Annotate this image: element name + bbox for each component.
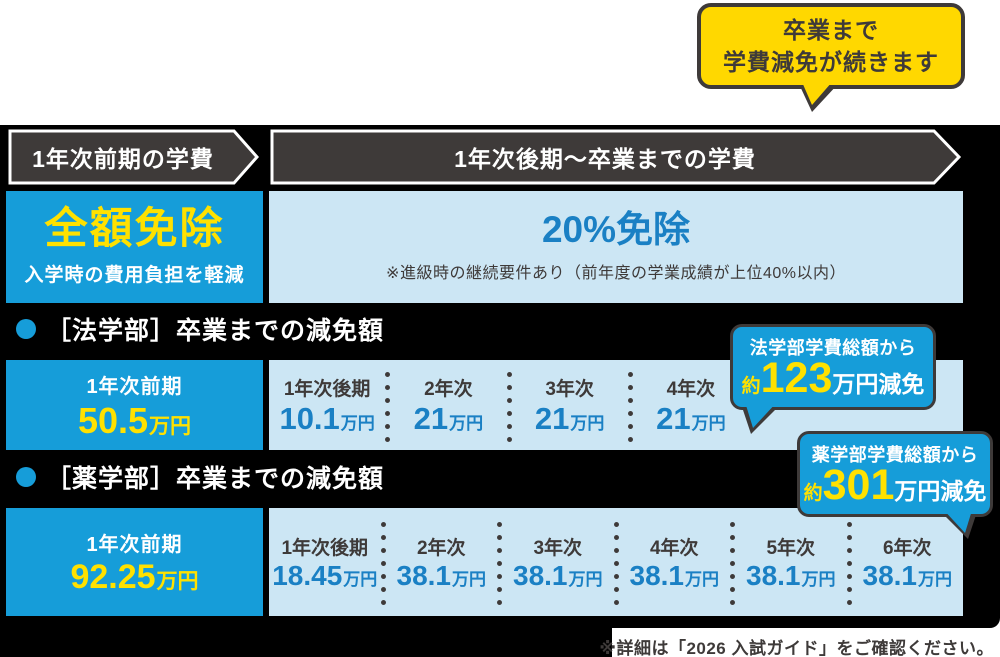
pharm-main-unit: 万円 (156, 569, 199, 593)
law-main-amount: 50.5 (77, 399, 149, 441)
header-arrow-right-label: 1年次後期〜卒業までの学費 (454, 146, 756, 172)
fee-column-label: 6年次 (882, 537, 932, 559)
dotted-separator (497, 517, 502, 607)
pharm-total-reduction-badge: 薬学部学費総額から 約 301 万円減免 (797, 431, 993, 517)
top-callout-line1: 卒業まで (783, 16, 879, 43)
law-columns: 1年次後期 10.1 万円 2年次 21 万円 3年次 21 万円 4年次 21 万円 (269, 360, 749, 450)
law-total-reduction-badge: 法学部学費総額から 約 123 万円減免 (730, 324, 936, 410)
fee-column-value: 10.1 万円 (279, 400, 375, 436)
dotted-separator (613, 517, 619, 607)
full-exemption-cell: 全額免除 入学時の費用負担を軽減 (6, 191, 263, 303)
fee-column: 5年次 38.1 万円 (735, 533, 847, 592)
fee-column-value: 38.1 万円 (513, 559, 603, 591)
pharm-fee-row: 1年次後期 18.45 万円 2年次 38.1 万円 3年次 38.1 万円 4年次 38.1 万円 5… (269, 508, 963, 616)
pharm-main-amount: 92.25 (70, 557, 156, 596)
fee-column: 6年次 38.1 万円 (852, 533, 964, 592)
fee-column-label: 2年次 (416, 537, 466, 559)
law-section-title: ［法学部］卒業までの減免額 (16, 303, 384, 355)
law-badge-suffix: 万円減免 (832, 371, 925, 397)
fee-column-label: 1年次後期 (283, 378, 371, 400)
blue-bullet-icon (16, 467, 36, 487)
law-badge-line2: 約 123 万円減免 (742, 357, 925, 400)
fee-column: 2年次 21 万円 (390, 374, 506, 436)
blue-bullet-icon (16, 319, 36, 339)
fee-column-label: 2年次 (424, 378, 473, 400)
percent-exemption-title: 20%免除 (541, 209, 691, 251)
fee-column: 3年次 21 万円 (512, 374, 628, 436)
fee-column-value: 38.1 万円 (862, 559, 953, 591)
law-first-semester-cell: 1年次前期 50.5 万円 (6, 360, 263, 450)
law-main-label: 1年次前期 (86, 375, 183, 398)
pharm-badge-line1: 薬学部学費総額から (811, 445, 979, 465)
footnote: ※詳細は「2026 入試ガイド」をご確認ください。 (599, 639, 994, 657)
pharm-section-title-text: ［薬学部］卒業までの減免額 (46, 465, 385, 493)
full-exemption-title: 全額免除 (44, 205, 225, 254)
law-badge-amount: 123 (760, 354, 833, 402)
dotted-separator (506, 368, 512, 442)
pharm-section-title: ［薬学部］卒業までの減免額 (16, 451, 384, 503)
pharm-badge-amount: 301 (822, 461, 895, 509)
pharm-badge-tail (941, 507, 973, 533)
header-arrow-first-semester: 1年次前期の学費 (8, 129, 260, 185)
pharm-main-value: 92.25 万円 (70, 557, 199, 596)
header-arrow-left-label: 1年次前期の学費 (32, 146, 214, 172)
fee-column-label: 4年次 (666, 378, 716, 400)
arrow-shape (270, 129, 962, 185)
header-arrow-until-graduation: 1年次後期〜卒業までの学費 (270, 129, 962, 185)
fee-column: 4年次 21 万円 (633, 374, 749, 436)
top-callout-bubble: 卒業まで 学費減免が続きます (697, 3, 965, 89)
law-section-title-text: ［法学部］卒業までの減免額 (46, 317, 385, 345)
law-main-unit: 万円 (149, 414, 192, 438)
top-callout-line2: 学費減免が続きます (723, 49, 939, 75)
fee-column-label: 3年次 (545, 378, 594, 400)
dotted-separator (730, 517, 735, 607)
fee-column: 1年次後期 18.45 万円 (269, 533, 381, 592)
fee-column-label: 1年次後期 (281, 537, 369, 559)
fee-column: 1年次後期 10.1 万円 (269, 374, 385, 436)
dotted-separator (380, 517, 386, 607)
pharm-badge-line2: 約 301 万円減免 (804, 464, 987, 507)
pharm-main-label: 1年次前期 (86, 533, 183, 556)
fee-column-value: 38.1 万円 (746, 559, 836, 591)
law-badge-tail (745, 402, 777, 428)
fee-column-label: 4年次 (649, 537, 699, 559)
pharm-badge-prefix: 約 (803, 483, 823, 504)
fee-column-value: 21 万円 (534, 400, 605, 436)
pharm-columns: 1年次後期 18.45 万円 2年次 38.1 万円 3年次 38.1 万円 4年次 38.1 万円 5… (269, 508, 963, 616)
percent-exemption-cell: 20%免除 ※進級時の継続要件あり（前年度の学業成績が上位40%以内） (269, 191, 963, 303)
arrow-shape (8, 129, 260, 185)
fee-column: 4年次 38.1 万円 (619, 533, 731, 592)
fee-column-label: 5年次 (766, 537, 816, 559)
fee-column: 3年次 38.1 万円 (502, 533, 614, 592)
law-badge-prefix: 約 (741, 376, 761, 397)
fee-column-value: 38.1 万円 (629, 559, 720, 591)
dotted-separator (846, 517, 852, 607)
dotted-separator (385, 368, 391, 442)
pharm-badge-suffix: 万円減免 (894, 478, 987, 504)
fee-column-label: 3年次 (533, 537, 583, 559)
fee-column-value: 21 万円 (656, 400, 726, 436)
full-exemption-subtitle: 入学時の費用負担を軽減 (24, 264, 245, 286)
pharm-first-semester-cell: 1年次前期 92.25 万円 (6, 508, 263, 616)
fee-column: 2年次 38.1 万円 (386, 533, 498, 592)
percent-exemption-note: ※進級時の継続要件あり（前年度の学業成績が上位40%以内） (386, 264, 846, 282)
law-badge-line1: 法学部学費総額から (749, 338, 917, 358)
dotted-separator (627, 368, 633, 442)
top-callout-tail (802, 82, 832, 105)
law-main-value: 50.5 万円 (78, 401, 191, 441)
fee-column-value: 38.1 万円 (396, 559, 487, 591)
fee-column-value: 21 万円 (413, 400, 484, 436)
fee-column-value: 18.45 万円 (272, 559, 378, 591)
